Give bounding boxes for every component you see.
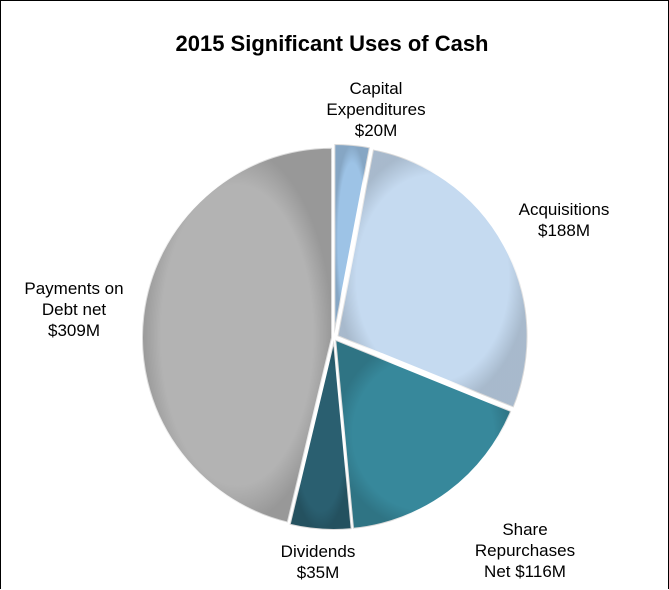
slice-label-line: $35M — [297, 563, 340, 582]
pie-slice-shade — [334, 144, 370, 335]
slice-label-line: $309M — [48, 321, 100, 340]
slice-label-line: Dividends — [281, 542, 356, 561]
pie-slice-shade — [337, 149, 528, 408]
slice-label-line: Debt net — [42, 300, 107, 319]
pie-slice-4 — [288, 339, 353, 531]
pie-slice-shade — [142, 147, 333, 523]
pie-slice-shade — [289, 340, 352, 530]
slice-label-4: Dividends $35M — [281, 542, 356, 582]
slice-label-line: Capital — [350, 79, 403, 98]
pie-slice-2 — [336, 148, 529, 409]
chart-title: 2015 Significant Uses of Cash — [176, 31, 489, 56]
pie-slice-3 — [334, 338, 513, 530]
pie-slice-1 — [333, 143, 372, 335]
slice-label-line: $188M — [538, 221, 590, 240]
slice-label-line: Acquisitions — [519, 200, 610, 219]
labels-layer: Capital Expenditures $20M Acquisitions $188M… — [24, 79, 609, 582]
slice-label-line: Share — [502, 520, 547, 539]
slice-label-line: Payments on — [24, 279, 123, 298]
slice-label-3: Share Repurchases Net $116M — [475, 520, 575, 581]
pie-slice-5 — [141, 146, 334, 524]
slice-label-line: Expenditures — [326, 100, 425, 119]
slices-layer — [141, 143, 529, 531]
slice-label-2: Acquisitions $188M — [519, 200, 610, 240]
slice-label-line: $20M — [355, 121, 398, 140]
slice-label-line: Repurchases — [475, 541, 575, 560]
slice-label-1: Capital Expenditures $20M — [326, 79, 425, 140]
slice-label-5: Payments on Debt net $309M — [24, 279, 123, 340]
slice-label-line: Net $116M — [484, 562, 566, 581]
pie-slice-shade — [335, 339, 512, 529]
